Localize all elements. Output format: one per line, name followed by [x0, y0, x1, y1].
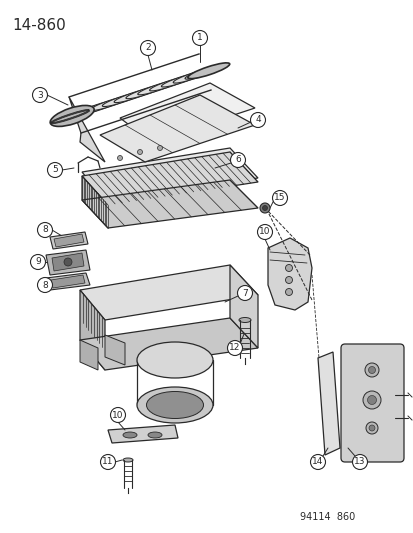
Circle shape: [31, 254, 45, 270]
Circle shape: [362, 391, 380, 409]
Text: 7: 7: [242, 288, 247, 297]
Ellipse shape: [137, 342, 212, 378]
FancyBboxPatch shape: [340, 344, 403, 462]
Text: 3: 3: [37, 91, 43, 100]
Circle shape: [367, 395, 375, 405]
Circle shape: [257, 224, 272, 239]
Circle shape: [64, 258, 72, 266]
Ellipse shape: [123, 432, 137, 438]
Polygon shape: [80, 318, 257, 370]
Polygon shape: [105, 335, 125, 365]
Circle shape: [110, 408, 125, 423]
Polygon shape: [317, 352, 339, 455]
Ellipse shape: [147, 432, 161, 438]
Ellipse shape: [114, 88, 154, 103]
Polygon shape: [100, 95, 254, 162]
Circle shape: [33, 87, 47, 102]
Circle shape: [38, 222, 52, 238]
Ellipse shape: [137, 387, 212, 423]
Ellipse shape: [138, 80, 177, 95]
Text: 10: 10: [259, 228, 270, 237]
Ellipse shape: [238, 318, 250, 322]
Circle shape: [368, 425, 374, 431]
Text: 94114  860: 94114 860: [299, 512, 354, 522]
Circle shape: [285, 277, 292, 284]
Polygon shape: [120, 83, 254, 142]
Circle shape: [259, 203, 269, 213]
Circle shape: [192, 30, 207, 45]
Text: 5: 5: [52, 166, 58, 174]
Circle shape: [237, 286, 252, 301]
Ellipse shape: [123, 458, 133, 462]
Circle shape: [117, 156, 122, 160]
Text: 6: 6: [235, 156, 240, 165]
Polygon shape: [50, 232, 88, 249]
Text: 1: 1: [197, 34, 202, 43]
Circle shape: [157, 146, 162, 150]
Text: 9: 9: [35, 257, 41, 266]
Polygon shape: [82, 176, 108, 228]
Ellipse shape: [146, 392, 203, 418]
Polygon shape: [69, 97, 105, 162]
Circle shape: [368, 367, 375, 374]
Polygon shape: [80, 290, 105, 370]
Text: 14-860: 14-860: [12, 18, 66, 33]
Circle shape: [250, 112, 265, 127]
Polygon shape: [82, 148, 257, 200]
Ellipse shape: [161, 72, 201, 87]
Circle shape: [137, 149, 142, 155]
Ellipse shape: [55, 108, 95, 122]
Polygon shape: [46, 250, 90, 275]
Ellipse shape: [188, 63, 229, 79]
Text: 12: 12: [229, 343, 240, 352]
Circle shape: [140, 41, 155, 55]
Circle shape: [285, 264, 292, 271]
Polygon shape: [82, 152, 257, 205]
Polygon shape: [80, 340, 98, 370]
Circle shape: [364, 363, 378, 377]
Circle shape: [310, 455, 325, 470]
Circle shape: [365, 422, 377, 434]
Text: 15: 15: [273, 193, 285, 203]
Text: 10: 10: [112, 410, 123, 419]
Circle shape: [351, 455, 367, 470]
Ellipse shape: [50, 106, 94, 126]
Text: 2: 2: [145, 44, 150, 52]
Text: 8: 8: [42, 225, 48, 235]
Circle shape: [285, 288, 292, 295]
Circle shape: [227, 341, 242, 356]
Text: 11: 11: [102, 457, 114, 466]
Text: 13: 13: [354, 457, 365, 466]
Ellipse shape: [185, 65, 224, 79]
Circle shape: [47, 163, 62, 177]
Text: 14: 14: [311, 457, 323, 466]
Polygon shape: [230, 265, 257, 348]
Polygon shape: [46, 273, 90, 290]
Polygon shape: [51, 275, 85, 288]
Polygon shape: [267, 238, 311, 310]
Circle shape: [272, 190, 287, 206]
Circle shape: [262, 206, 267, 211]
Ellipse shape: [78, 100, 118, 115]
Text: 8: 8: [42, 280, 48, 289]
Ellipse shape: [149, 77, 189, 91]
Circle shape: [230, 152, 245, 167]
Polygon shape: [52, 253, 84, 271]
Ellipse shape: [126, 84, 166, 99]
Ellipse shape: [90, 96, 130, 110]
Circle shape: [38, 278, 52, 293]
Polygon shape: [108, 425, 178, 443]
Ellipse shape: [66, 104, 107, 118]
Polygon shape: [80, 265, 257, 320]
Ellipse shape: [102, 92, 142, 107]
Ellipse shape: [173, 69, 213, 83]
Polygon shape: [54, 234, 84, 247]
Circle shape: [100, 455, 115, 470]
Polygon shape: [82, 180, 257, 228]
Text: 4: 4: [254, 116, 260, 125]
